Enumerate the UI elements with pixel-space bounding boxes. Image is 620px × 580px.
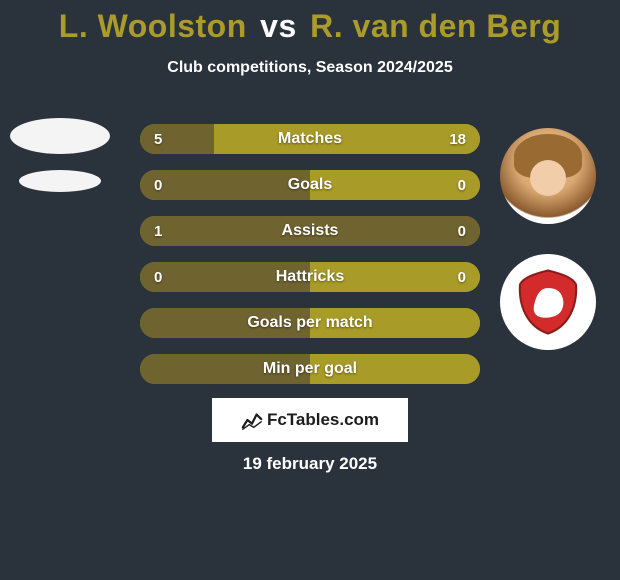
stat-label: Assists — [282, 222, 339, 240]
stat-row: Hattricks 0 0 — [140, 262, 480, 292]
stat-row: Goals 0 0 — [140, 170, 480, 200]
stat-fill-right — [310, 170, 480, 200]
stat-label: Matches — [278, 130, 342, 148]
player2-avatar — [500, 128, 596, 224]
stat-fill-left — [140, 170, 310, 200]
stat-row: Assists 1 0 — [140, 216, 480, 246]
stat-value-right: 0 — [458, 177, 466, 194]
brand-icon — [241, 409, 263, 431]
stat-row: Matches 5 18 — [140, 124, 480, 154]
stat-label: Goals — [288, 176, 332, 194]
player1-name: L. Woolston — [59, 8, 247, 44]
page-title: L. Woolston vs R. van den Berg — [0, 8, 620, 45]
stat-value-right: 0 — [458, 223, 466, 240]
subtitle: Club competitions, Season 2024/2025 — [0, 59, 620, 77]
stat-row: Goals per match — [140, 308, 480, 338]
header: L. Woolston vs R. van den Berg Club comp… — [0, 0, 620, 77]
stat-value-right: 18 — [449, 131, 466, 148]
stat-fill-left — [140, 124, 214, 154]
stat-bars: Matches518Goals00Assists10Hattricks00Goa… — [140, 124, 480, 400]
stat-value-left: 0 — [154, 269, 162, 286]
club-crest-icon — [513, 267, 583, 337]
vs-label: vs — [260, 8, 297, 44]
stat-label: Hattricks — [276, 268, 344, 286]
right-avatars — [500, 128, 600, 350]
player2-name: R. van den Berg — [310, 8, 561, 44]
stat-value-left: 0 — [154, 177, 162, 194]
player1-avatar — [10, 118, 110, 154]
stat-value-left: 1 — [154, 223, 162, 240]
brand-label: FcTables.com — [267, 410, 379, 430]
stat-value-right: 0 — [458, 269, 466, 286]
stat-label: Goals per match — [247, 314, 372, 332]
brand-box: FcTables.com — [212, 398, 408, 442]
date-label: 19 february 2025 — [0, 454, 620, 474]
stat-row: Min per goal — [140, 354, 480, 384]
stat-value-left: 5 — [154, 131, 162, 148]
left-avatars — [10, 118, 110, 192]
player2-club-logo — [500, 254, 596, 350]
player1-club-logo — [19, 170, 101, 192]
stat-label: Min per goal — [263, 360, 357, 378]
stat-fill-right — [214, 124, 480, 154]
